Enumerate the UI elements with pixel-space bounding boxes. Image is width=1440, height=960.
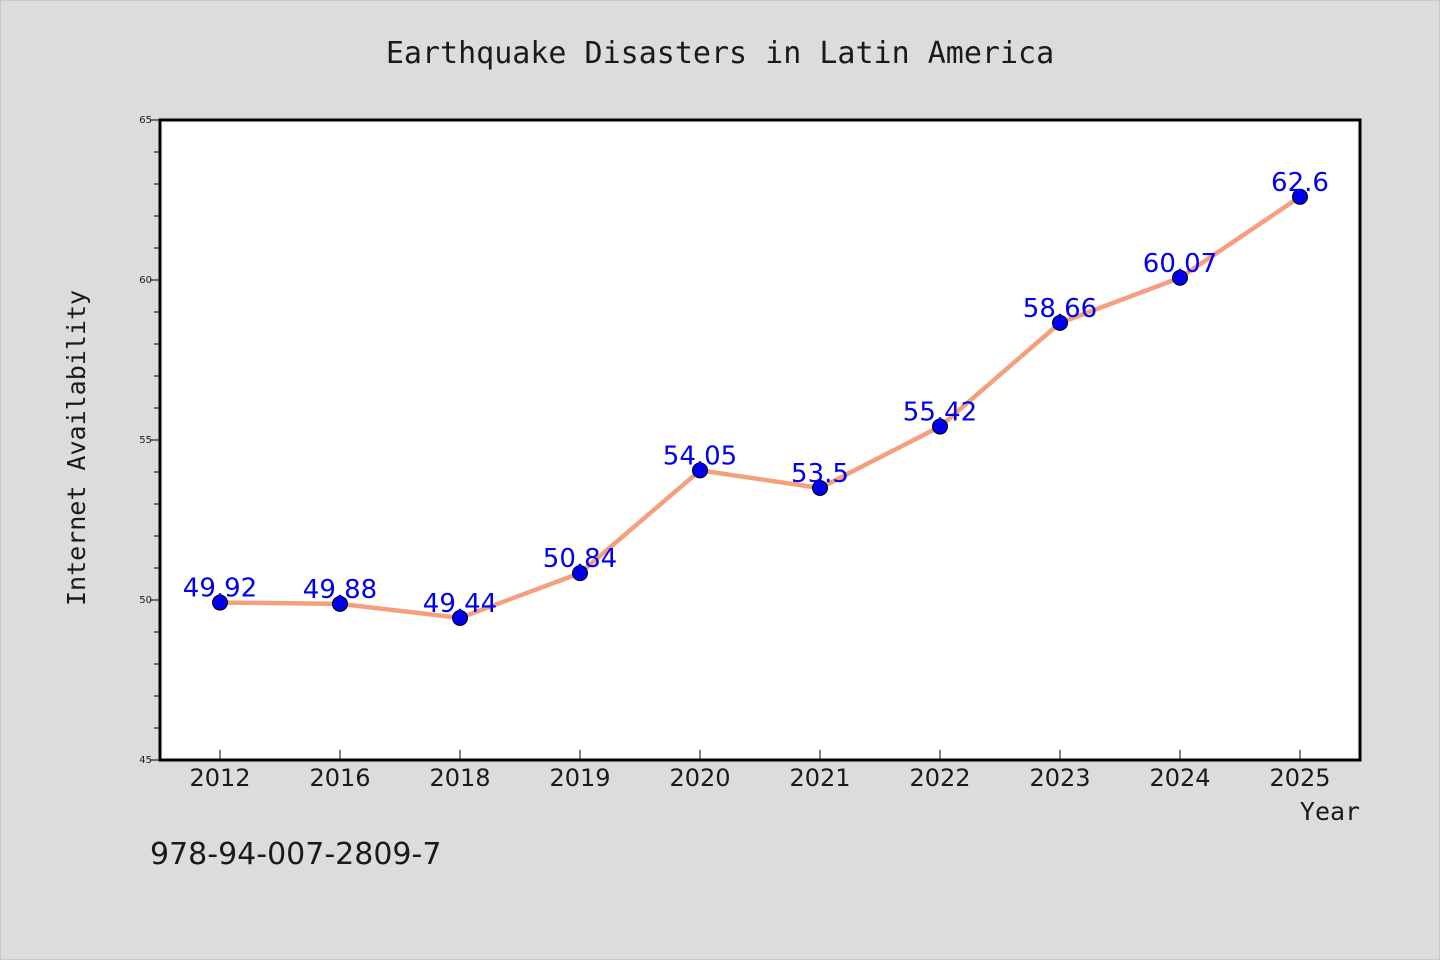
series-line xyxy=(219,194,1302,621)
data-markers xyxy=(212,188,1308,626)
y-tick-label: 45 xyxy=(139,755,152,766)
x-tick-label: 2018 xyxy=(429,764,490,792)
data-label: 58.66 xyxy=(1023,294,1097,324)
data-point xyxy=(1052,314,1068,331)
data-point xyxy=(812,480,828,496)
data-point xyxy=(1172,269,1188,286)
y-tick-label: 60 xyxy=(139,275,152,286)
data-point xyxy=(332,595,348,612)
x-tick-label: 2021 xyxy=(789,764,850,792)
x-tick-label: 2012 xyxy=(189,764,250,792)
y-tick-label: 50 xyxy=(139,595,152,606)
plot-area xyxy=(160,120,1360,760)
data-labels: 49.92 49.88 49.44 50.84 54.05 53.5 55.42 58.66 6… xyxy=(183,168,1329,619)
x-tick-label: 2016 xyxy=(309,764,370,792)
data-point xyxy=(572,565,588,582)
data-point xyxy=(932,418,948,435)
data-label: 54.05 xyxy=(663,441,737,471)
data-point xyxy=(212,594,228,611)
x-tick-label: 2019 xyxy=(549,764,610,792)
x-tick-label: 2025 xyxy=(1269,764,1330,792)
x-tick-label: 2023 xyxy=(1029,764,1090,792)
y-tick-label: 65 xyxy=(139,115,152,126)
data-label: 49.88 xyxy=(303,575,377,605)
y-axis-label: Internet Availability xyxy=(62,290,91,606)
data-label: 49.44 xyxy=(423,589,497,619)
data-label: 62.6 xyxy=(1271,168,1329,198)
chart-title: Earthquake Disasters in Latin America xyxy=(386,36,1054,71)
x-tick-label: 2022 xyxy=(909,764,970,792)
data-label: 49.92 xyxy=(183,574,257,604)
data-point xyxy=(452,609,468,626)
isbn-annotation: 978-94-007-2809-7 xyxy=(150,837,441,872)
x-axis: 2012 2016 2018 2019 2020 2021 2022 2023 2024 2025 xyxy=(189,750,1331,792)
data-point xyxy=(1292,188,1308,205)
data-label: 55.42 xyxy=(903,398,977,428)
x-tick-label: 2020 xyxy=(669,764,730,792)
data-label: 50.84 xyxy=(543,544,617,574)
data-point xyxy=(692,462,708,479)
x-axis-label: Year xyxy=(1300,797,1360,826)
plot-frame xyxy=(158,118,1362,762)
data-label: 53.5 xyxy=(791,459,849,489)
y-tick-label: 55 xyxy=(139,435,152,446)
data-label: 60.07 xyxy=(1143,249,1217,279)
x-tick-label: 2024 xyxy=(1149,764,1210,792)
